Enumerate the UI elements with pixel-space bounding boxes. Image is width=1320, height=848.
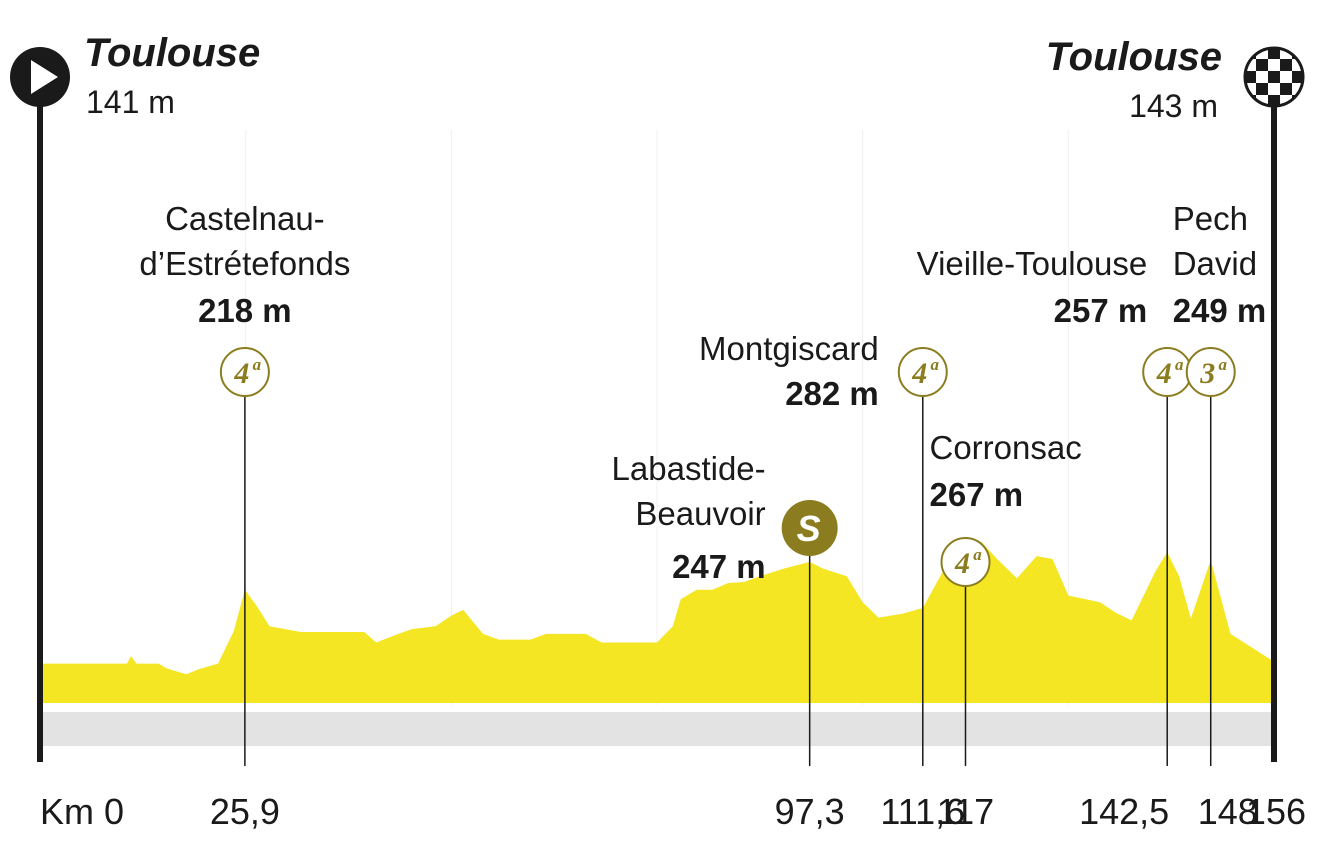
climb-category-badge [1185,347,1236,397]
km-label: 97,3 [775,791,845,832]
climb-altitude: 218 m [198,292,292,329]
climb-name: Montgiscard [699,330,879,367]
finish-flag-icon [1243,46,1305,108]
climb-marker: 4 a Montgiscard 282 m [699,330,948,766]
km-label: 142,5 [1079,791,1169,832]
climb-category-suffix: a [973,545,982,564]
km-finish-label: 156 [1246,791,1306,832]
climb-category-suffix: a [253,355,262,374]
climb-altitude: 249 m [1173,292,1267,329]
km-start-label: Km 0 [40,791,124,832]
sprint-altitude: 247 m [672,548,766,585]
start-city: Toulouse [84,31,260,75]
climb-marker: 3 a Pech David 249 m [1173,200,1267,766]
sprint-symbol: S [797,508,821,549]
km-label: 148 [1198,791,1258,832]
climb-marker: 4 a Corronsac 267 m [930,429,1082,766]
finish-city: Toulouse [1046,35,1222,79]
km-label: 111,6 [880,791,965,832]
climb-category: 4 [1156,357,1172,390]
climb-name: Castelnau- [165,200,325,237]
sprint-name: Labastide- [612,450,766,487]
finish-altitude: 143 m [1129,88,1218,124]
climb-name: David [1173,245,1257,282]
sprint-marker: S Labastide- Beauvoir 247 m [612,450,838,766]
climb-name: Vieille-Toulouse [917,245,1148,282]
climb-name: d’Estrétefonds [139,245,350,282]
climb-marker: 4 a Castelnau-d’Estrétefonds 218 m [139,200,350,766]
climb-altitude: 267 m [930,476,1024,513]
climb-altitude: 282 m [785,375,879,412]
climb-category-suffix: a [1218,355,1227,374]
start-icon [10,47,70,107]
climb-category: 4 [911,357,927,390]
climb-category: 3 [1199,357,1215,390]
km-label: 25,9 [210,791,280,832]
start-altitude: 141 m [86,84,175,120]
climb-category-suffix: a [1175,355,1184,374]
climb-name: Corronsac [930,429,1082,466]
climb-category-badge [940,537,991,587]
climb-category-suffix: a [931,355,940,374]
climb-altitude: 257 m [1054,292,1148,329]
climb-category: 4 [233,357,249,390]
climb-category-badge [897,347,948,397]
base-band [40,712,1274,746]
climb-category: 4 [954,547,970,580]
km-label: 117 [937,791,994,832]
climb-category-badge [219,347,270,397]
sprint-name: Beauvoir [635,495,765,532]
sprint-badge [781,500,838,556]
climb-name: Pech [1173,200,1248,237]
